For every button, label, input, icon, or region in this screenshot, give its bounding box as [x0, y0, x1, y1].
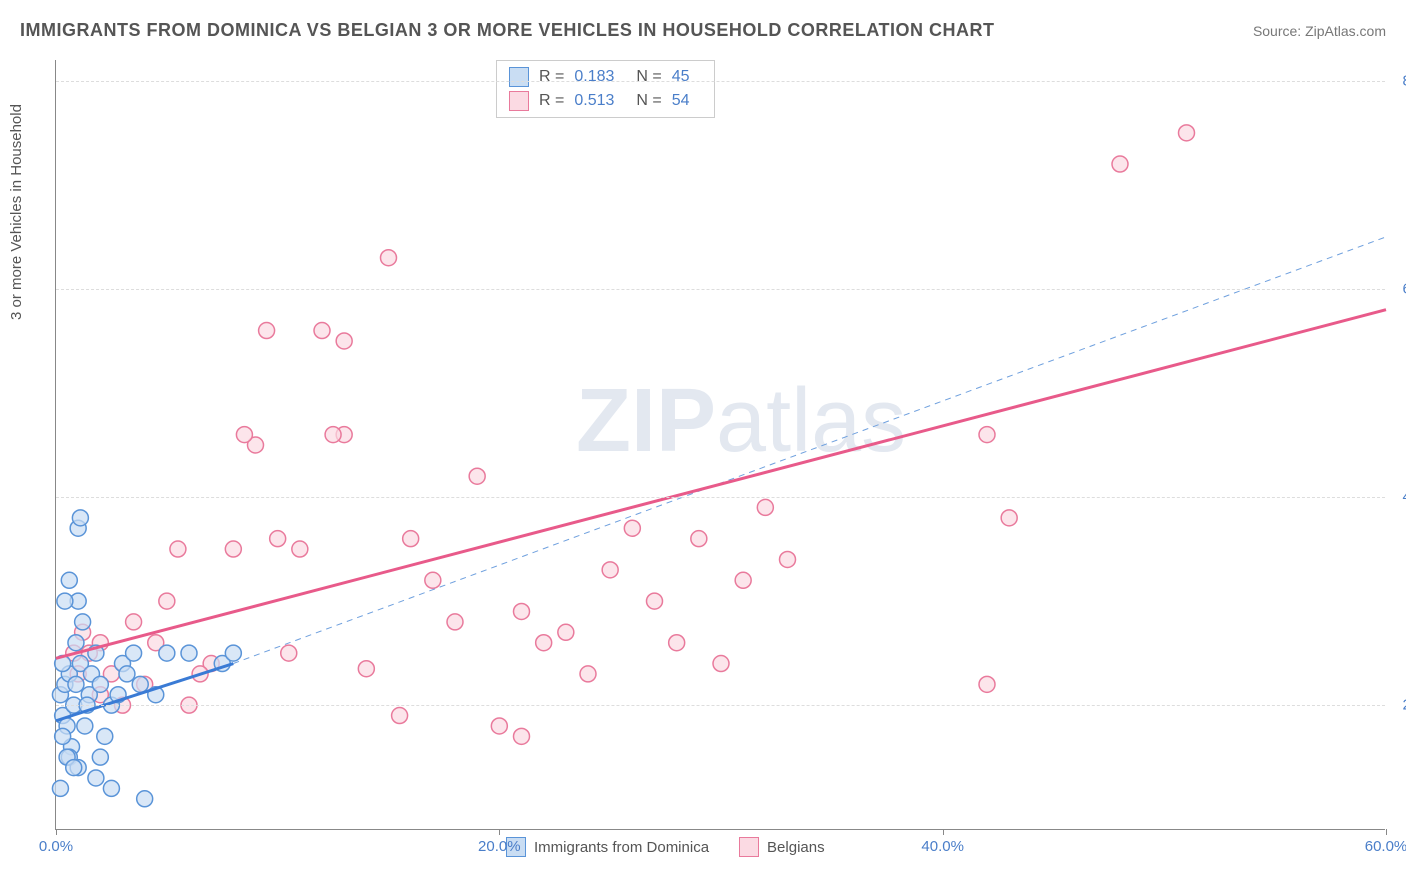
- y-tick-label: 40.0%: [1402, 489, 1406, 506]
- legend-item-belgians: Belgians: [739, 837, 825, 857]
- swatch-dominica: [509, 67, 529, 87]
- stats-box: R = 0.183 N = 45 R = 0.513 N = 54: [496, 60, 715, 118]
- legend-label: Belgians: [767, 839, 825, 856]
- source-label: Source: ZipAtlas.com: [1253, 23, 1386, 39]
- y-tick-label: 80.0%: [1402, 72, 1406, 89]
- x-tick-label: 40.0%: [921, 838, 964, 855]
- x-tick-label: 20.0%: [478, 838, 521, 855]
- y-tick-label: 20.0%: [1402, 697, 1406, 714]
- scatter-plot-svg: [56, 60, 1385, 829]
- plot-area: ZIPatlas R = 0.183 N = 45 R = 0.513 N = …: [55, 60, 1385, 830]
- title-bar: IMMIGRANTS FROM DOMINICA VS BELGIAN 3 OR…: [20, 20, 1386, 41]
- y-axis-label: 3 or more Vehicles in Household: [8, 104, 25, 320]
- legend-label: Immigrants from Dominica: [534, 839, 709, 856]
- y-tick-label: 60.0%: [1402, 280, 1406, 297]
- swatch-belgians: [509, 91, 529, 111]
- stats-row-dominica: R = 0.183 N = 45: [509, 65, 702, 89]
- legend: Immigrants from Dominica Belgians: [506, 837, 825, 857]
- chart-title: IMMIGRANTS FROM DOMINICA VS BELGIAN 3 OR…: [20, 20, 995, 41]
- legend-item-dominica: Immigrants from Dominica: [506, 837, 709, 857]
- x-tick-label: 60.0%: [1365, 838, 1406, 855]
- x-tick-label: 0.0%: [39, 838, 73, 855]
- stats-row-belgians: R = 0.513 N = 54: [509, 89, 702, 113]
- swatch-belgians-legend: [739, 837, 759, 857]
